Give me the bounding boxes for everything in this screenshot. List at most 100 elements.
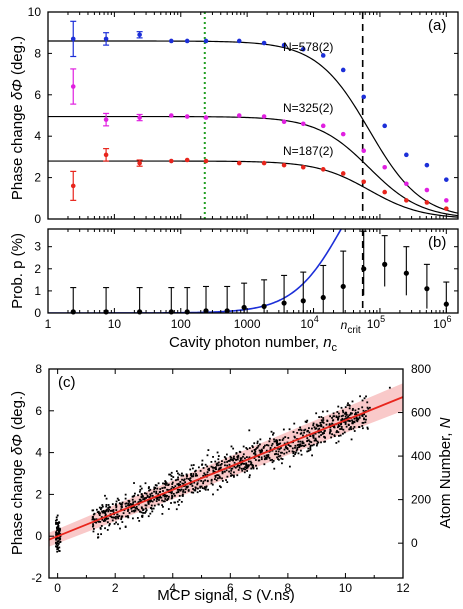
scatter-point	[267, 444, 270, 447]
data-point-2	[281, 119, 287, 125]
scatter-point	[246, 448, 249, 451]
scatter-point	[155, 492, 158, 495]
scatter-point	[277, 458, 279, 461]
data-point-b	[403, 270, 409, 276]
scatter-point	[100, 525, 103, 527]
scatter-point	[182, 489, 185, 491]
scatter-point	[265, 456, 268, 459]
scatter-point	[185, 477, 188, 480]
x-tick-label-b: 106	[433, 314, 451, 331]
scatter-point	[169, 473, 172, 476]
y-tick-label-a: 0	[34, 212, 41, 226]
scatter-point	[363, 397, 366, 400]
scatter-point	[155, 484, 158, 487]
scatter-point	[294, 436, 296, 439]
scatter-point	[317, 431, 320, 434]
scatter-point	[338, 415, 341, 418]
scatter-point	[350, 438, 353, 441]
scatter-point	[217, 461, 220, 464]
scatter-point	[258, 456, 260, 458]
scatter-point	[189, 479, 191, 482]
scatter-point	[324, 436, 327, 439]
scatter-point	[308, 427, 310, 430]
scatter-point	[210, 482, 213, 485]
scatter-point	[167, 497, 170, 500]
confidence-band	[49, 383, 403, 547]
scatter-point	[361, 427, 364, 430]
scatter-point	[183, 478, 186, 481]
scatter-point	[156, 496, 159, 499]
scatter-point	[240, 457, 243, 460]
scatter-point	[55, 516, 58, 519]
scatter-point	[286, 441, 289, 444]
scatter-point	[351, 400, 354, 403]
scatter-point	[296, 444, 299, 446]
scatter-point	[328, 424, 331, 427]
scatter-point	[243, 471, 246, 474]
scatter-point	[190, 482, 193, 485]
scatter-point	[167, 508, 170, 510]
scatter-point	[274, 440, 277, 443]
data-point-1	[261, 40, 267, 46]
scatter-point	[104, 510, 106, 513]
scatter-point	[57, 525, 59, 528]
scatter-point	[343, 421, 345, 423]
scatter-point	[294, 446, 296, 449]
scatter-point	[320, 424, 323, 427]
scatter-point	[273, 467, 276, 470]
scatter-point	[246, 466, 249, 469]
scatter-point	[291, 450, 294, 453]
data-point-b	[320, 294, 326, 301]
scatter-point	[175, 508, 178, 511]
scatter-point	[233, 475, 235, 478]
scatter-point	[117, 517, 120, 520]
scatter-point	[201, 487, 204, 490]
scatter-point	[178, 495, 181, 497]
scatter-point	[163, 495, 166, 498]
data-point-b	[300, 298, 306, 304]
scatter-point	[55, 545, 57, 548]
scatter-point	[95, 508, 98, 511]
scatter-point	[337, 418, 339, 420]
scatter-point	[166, 488, 169, 491]
scatter-point	[213, 466, 216, 469]
scatter-point	[174, 479, 177, 482]
scatter-point	[196, 491, 199, 494]
scatter-point	[190, 491, 193, 494]
data-point-b	[340, 283, 346, 290]
scatter-point	[132, 509, 135, 512]
scatter-point	[311, 427, 313, 430]
scatter-point	[55, 526, 58, 529]
scatter-point	[349, 426, 352, 429]
scatter-point	[283, 448, 286, 451]
scatter-point	[141, 507, 143, 510]
scatter-point	[161, 504, 163, 507]
scatter-point	[142, 509, 144, 512]
data-point-1	[203, 38, 209, 44]
scatter-point	[115, 506, 118, 509]
scatter-point	[176, 500, 179, 503]
scatter-point	[229, 455, 232, 458]
scatter-point	[354, 413, 356, 416]
scatter-point	[171, 491, 173, 493]
scatter-point	[342, 432, 344, 435]
data-point-b	[361, 266, 367, 272]
scatter-point	[143, 497, 146, 500]
scatter-point	[357, 418, 360, 421]
scatter-point	[140, 493, 143, 495]
scatter-point	[191, 467, 194, 470]
scatter-point	[311, 444, 314, 447]
scatter-point	[145, 492, 148, 495]
scatter-point	[355, 419, 358, 422]
scatter-point	[344, 421, 347, 424]
scatter-point	[99, 520, 102, 523]
plot-frame-b	[47, 228, 459, 314]
scatter-point	[101, 505, 104, 508]
scatter-point	[99, 512, 101, 515]
scatter-point	[304, 428, 307, 431]
scatter-point	[98, 512, 100, 515]
scatter-point	[126, 515, 129, 517]
scatter-point	[345, 425, 348, 428]
scatter-point	[297, 452, 300, 455]
scatter-point	[342, 414, 344, 417]
